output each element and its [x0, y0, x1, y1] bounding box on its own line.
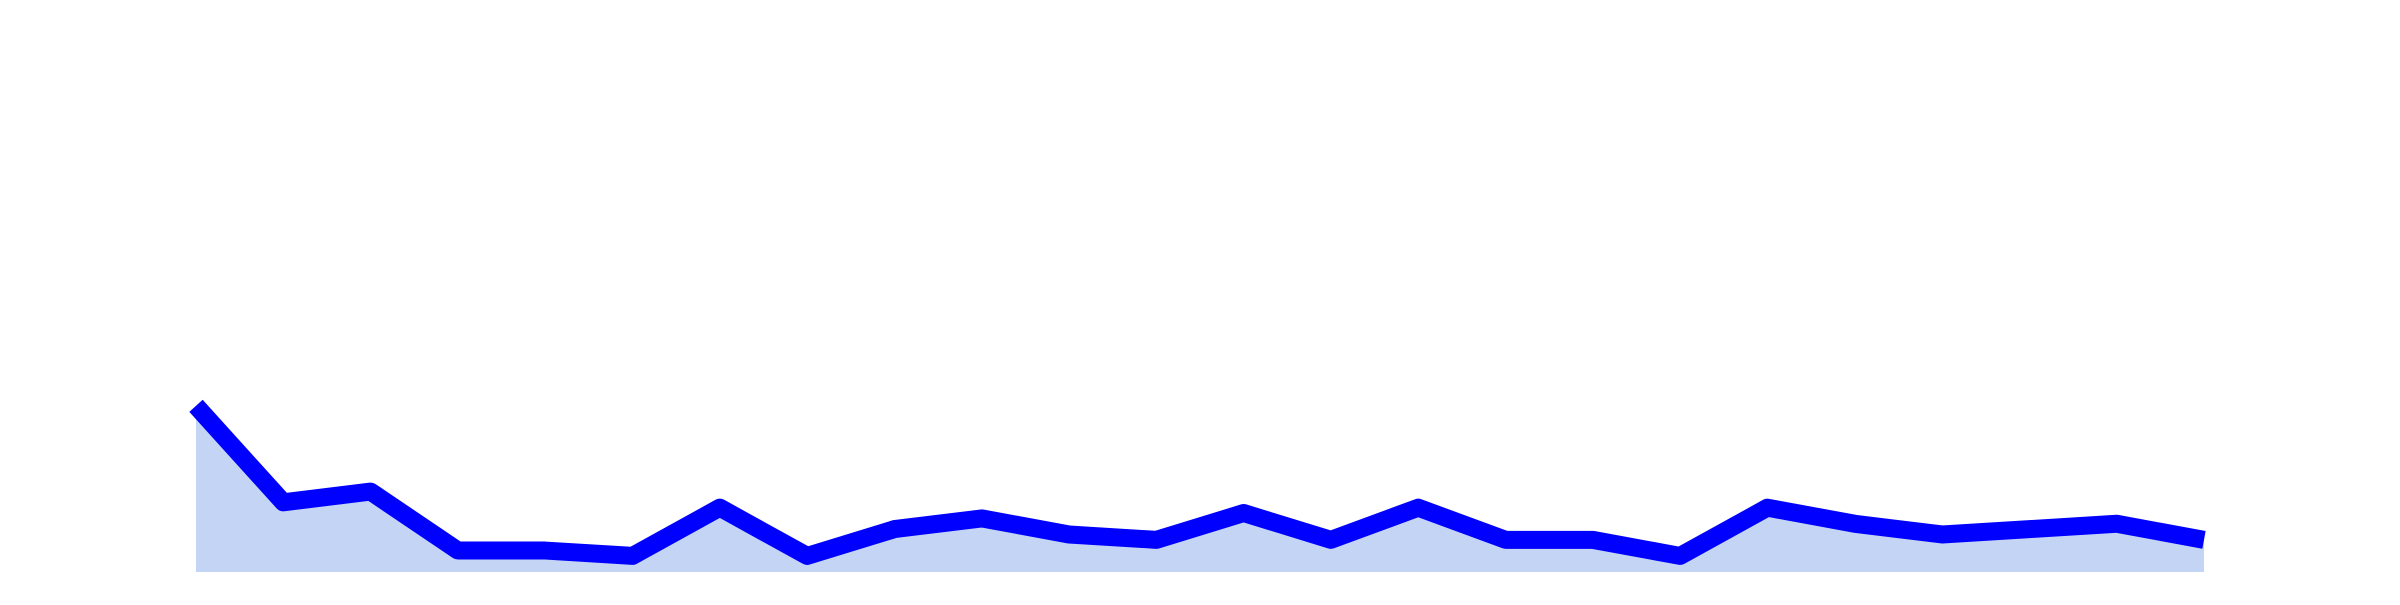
area-fill-layer [196, 405, 2204, 572]
area-fill [196, 405, 2204, 572]
line-layer [189, 399, 2206, 565]
series-line [189, 399, 2206, 565]
